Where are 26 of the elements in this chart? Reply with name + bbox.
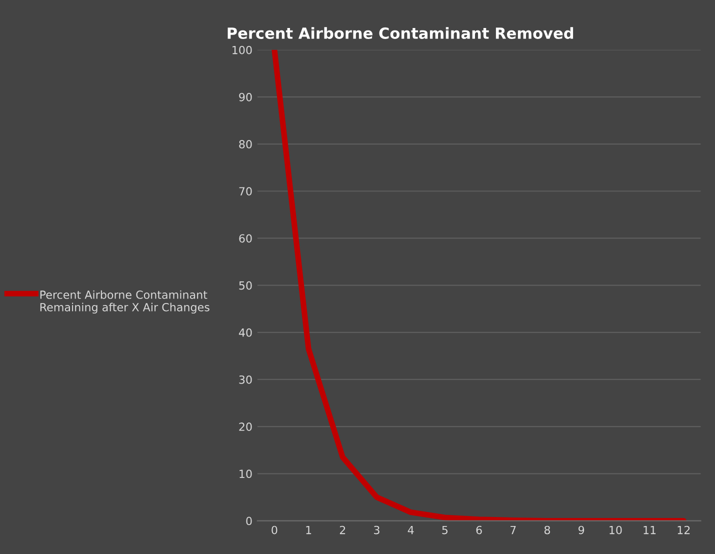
- y-tick-label: 0: [246, 516, 252, 526]
- x-tick-label: 6: [476, 526, 482, 534]
- x-tick-label: 7: [510, 526, 516, 534]
- x-tick-label: 10: [610, 526, 622, 534]
- x-tick-label: 11: [644, 526, 656, 534]
- legend-label: Percent Airborne Contaminant Remaining after X Air Changes: [40, 290, 210, 314]
- x-tick-label: 1: [306, 526, 312, 534]
- y-tick-label: 50: [239, 281, 252, 290]
- y-tick-label: 100: [232, 46, 252, 54]
- y-tick-label: 80: [239, 140, 252, 148]
- x-tick-label: 4: [408, 526, 414, 534]
- chart-title: Percent Airborne Contaminant Removed: [228, 27, 574, 39]
- y-tick-label: 70: [239, 187, 252, 196]
- y-tick-label: 90: [239, 92, 252, 102]
- x-tick-label: 2: [340, 526, 346, 534]
- y-tick-label: 10: [240, 470, 252, 478]
- y-tick-label: 40: [238, 328, 252, 337]
- x-tick-label: 5: [442, 526, 448, 534]
- x-tick-label: 9: [578, 526, 584, 534]
- y-tick-label: 30: [239, 375, 252, 384]
- x-tick-label: 3: [374, 526, 380, 534]
- y-tick-label: 60: [239, 234, 252, 243]
- x-tick-label: 0: [272, 526, 278, 534]
- y-tick-label: 20: [239, 422, 252, 431]
- x-tick-label: 12: [678, 526, 690, 534]
- x-tick-label: 8: [544, 526, 550, 534]
